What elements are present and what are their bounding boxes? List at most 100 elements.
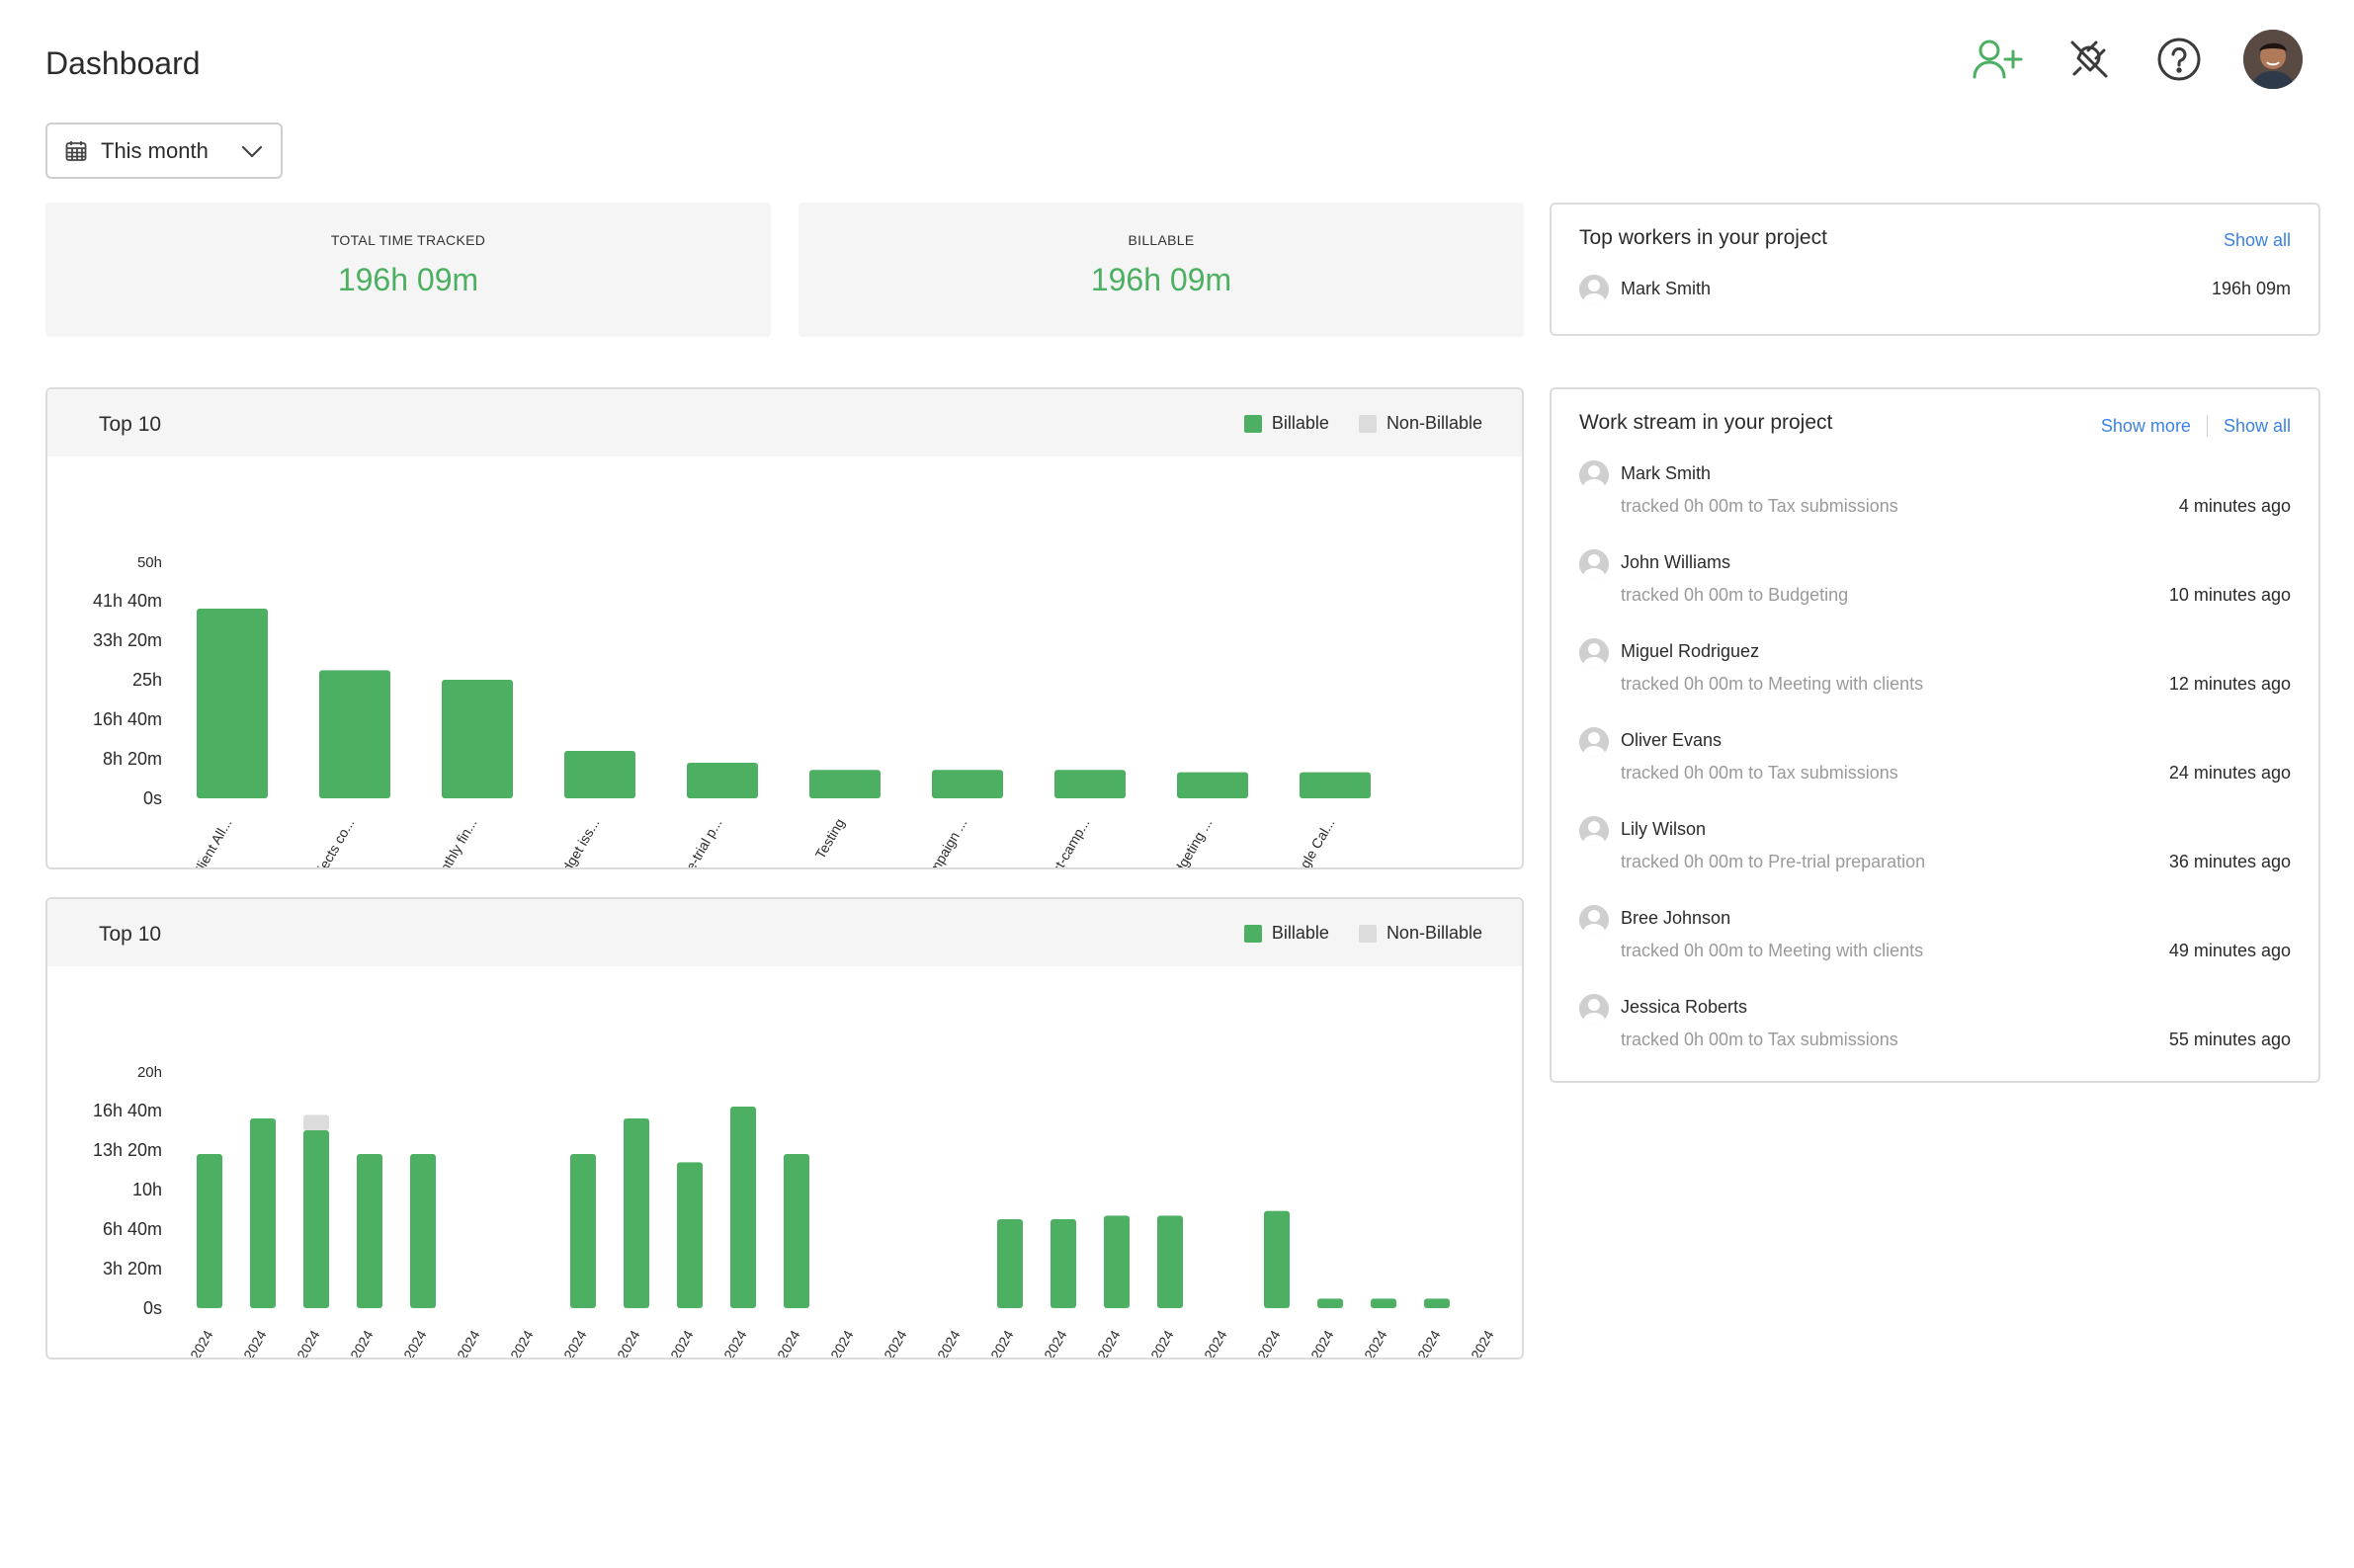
stream-user-name[interactable]: Oliver Evans	[1621, 730, 1723, 750]
stream-item: Oliver Evans tracked 0h 00m to Tax submi…	[1579, 727, 2291, 796]
show-all-link[interactable]: Show all	[2223, 230, 2291, 250]
x-tick-label: Post-camp...	[1040, 816, 1092, 868]
x-tick-label: Juni 19 2024	[1124, 1327, 1177, 1358]
stream-user-name[interactable]: Jessica Roberts	[1621, 997, 1748, 1017]
legend-item-billable[interactable]: Billable	[1243, 923, 1329, 944]
stream-time: 12 minutes ago	[2168, 674, 2291, 694]
y-tick-label: 20h	[137, 1064, 162, 1081]
stat-value: 196h 09m	[1090, 262, 1232, 297]
bar-billable	[197, 1154, 222, 1308]
x-tick-label: Juni 17 2024	[1017, 1327, 1070, 1358]
x-tick-label: Testing	[812, 816, 848, 862]
stream-activity: tracked 0h 00m to Tax submissions	[1621, 496, 1898, 516]
legend-item-non-billable[interactable]: Non-Billable	[1358, 923, 1482, 944]
x-tick-label: Juni 22 2024	[1284, 1327, 1337, 1358]
stream-user-name[interactable]: Lily Wilson	[1621, 819, 1707, 839]
chart-legend: Billable Non-Billable	[1243, 923, 1482, 944]
calendar-icon	[65, 140, 87, 161]
chart-title: Top 10	[99, 923, 162, 946]
bar-billable	[624, 1118, 649, 1308]
bar-billable	[677, 1162, 703, 1308]
stream-activity: tracked 0h 00m to Meeting with clients	[1621, 674, 1924, 694]
stream-activity: tracked 0h 00m to Tax submissions	[1621, 763, 1898, 783]
x-tick-label: Juni 12 2024	[750, 1327, 803, 1358]
stream-time: 49 minutes ago	[2168, 941, 2291, 960]
y-tick-label: 16h 40m	[93, 1101, 162, 1120]
worker-time: 196h 09m	[2211, 279, 2291, 298]
x-tick-label: Juni 15 2024	[910, 1327, 964, 1358]
bar-billable	[1264, 1210, 1290, 1308]
x-tick-label: Juni 23 2024	[1337, 1327, 1390, 1358]
x-tick-label: Client All...	[189, 816, 235, 868]
panel-title: Work stream in your project	[1579, 411, 1833, 434]
avatar[interactable]	[2243, 30, 2303, 89]
bar-billable	[197, 609, 268, 798]
legend-label: Billable	[1271, 413, 1329, 433]
stream-activity: tracked 0h 00m to Pre-trial preparation	[1621, 852, 1926, 871]
stream-user-name[interactable]: Mark Smith	[1621, 463, 1712, 483]
chart-plot: 0s 3h 20m 6h 40m 10h 13h 20m 16h 40m 20h Juni 1…	[93, 1064, 1497, 1358]
user-avatar-icon	[1579, 549, 1609, 579]
chart-legend: Billable Non-Billable	[1243, 413, 1482, 434]
stat-label: TOTAL TIME TRACKED	[330, 232, 486, 248]
bar-billable	[687, 763, 758, 798]
stream-activity: tracked 0h 00m to Meeting with clients	[1621, 941, 1924, 960]
stream-item: Mark Smith tracked 0h 00m to Tax submiss…	[1579, 460, 2291, 530]
add-user-icon[interactable]	[1971, 33, 2024, 86]
bar-billable	[319, 670, 390, 798]
legend-label: Non-Billable	[1386, 413, 1482, 433]
legend-swatch	[1243, 924, 1262, 943]
bar-billable	[809, 770, 881, 798]
x-tick-label: Juni 7 2024	[487, 1327, 537, 1358]
y-tick-label: 16h 40m	[93, 709, 162, 729]
x-tick-label: Juni 18 2024	[1070, 1327, 1124, 1358]
date-range-select[interactable]: This month	[45, 123, 283, 179]
x-tick-label: Juni 25 2024	[1444, 1327, 1497, 1358]
legend-label: Billable	[1271, 923, 1329, 943]
legend-swatch	[1358, 924, 1377, 943]
bar-billable	[357, 1154, 382, 1308]
legend-swatch	[1243, 414, 1262, 433]
show-more-link[interactable]: Show more	[2100, 415, 2191, 436]
bar-billable	[1424, 1298, 1450, 1308]
stream-item: Bree Johnson tracked 0h 00m to Meeting w…	[1579, 905, 2291, 974]
user-avatar-icon	[1579, 275, 1609, 304]
x-tick-label: Juni 14 2024	[857, 1327, 910, 1358]
plug-icon[interactable]	[2061, 33, 2115, 86]
chart-plot: 0s 8h 20m 16h 40m 25h 33h 20m 41h 40m 50h Clien…	[93, 554, 1371, 868]
y-tick-label: 8h 20m	[103, 749, 162, 769]
stat-label: BILLABLE	[1128, 232, 1195, 248]
stream-user-name[interactable]: Miguel Rodriguez	[1621, 641, 1760, 661]
x-tick-label: Projects co...	[303, 816, 357, 868]
bar-billable	[303, 1130, 329, 1308]
bar-billable	[1177, 772, 1248, 798]
legend-item-non-billable[interactable]: Non-Billable	[1358, 413, 1482, 434]
stream-user-name[interactable]: Bree Johnson	[1621, 908, 1731, 928]
stream-user-name[interactable]: John Williams	[1621, 552, 1731, 572]
x-tick-label: Juni 20 2024	[1177, 1327, 1230, 1358]
help-icon[interactable]	[2152, 33, 2206, 86]
bar-billable	[730, 1107, 756, 1308]
header-actions	[1971, 30, 2303, 89]
x-tick-label: Juni 2 2024	[220, 1327, 270, 1358]
stat-total-time: TOTAL TIME TRACKED 196h 09m	[45, 203, 771, 337]
x-tick-label: Juni 9 2024	[594, 1327, 643, 1358]
bar-billable	[1157, 1215, 1183, 1308]
user-avatar-icon	[1579, 994, 1609, 1024]
x-tick-label: Juni 21 2024	[1230, 1327, 1284, 1358]
user-avatar-icon	[1579, 905, 1609, 935]
chart-header: Top 10 Billable Non-Billable	[47, 389, 1522, 456]
user-avatar-icon	[1579, 638, 1609, 668]
worker-name[interactable]: Mark Smith	[1621, 279, 1712, 298]
x-tick-label: Juni 11 2024	[697, 1327, 750, 1358]
bar-billable	[784, 1154, 809, 1308]
bar-billable	[1054, 770, 1126, 798]
y-tick-label: 41h 40m	[93, 591, 162, 611]
user-avatar-icon	[1579, 460, 1609, 490]
legend-swatch	[1358, 414, 1377, 433]
stream-activity: tracked 0h 00m to Budgeting	[1621, 585, 1849, 605]
show-all-link[interactable]: Show all	[2223, 415, 2291, 436]
bar-billable	[1317, 1298, 1343, 1308]
stream-time: 10 minutes ago	[2168, 585, 2291, 605]
legend-item-billable[interactable]: Billable	[1243, 413, 1329, 434]
